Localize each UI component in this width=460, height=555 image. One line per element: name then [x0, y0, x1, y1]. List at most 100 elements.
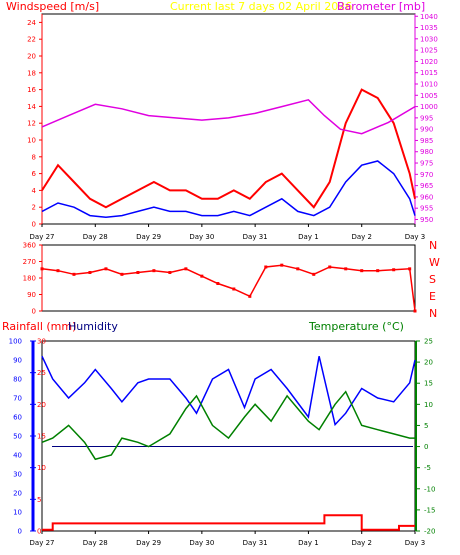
wind-y-tick-label: 14 — [27, 103, 36, 111]
temperature-y-tick-label: -5 — [424, 464, 431, 472]
rain-y-tick-label: 30 — [37, 338, 46, 346]
temperature-y-tick-label: -15 — [424, 506, 435, 514]
barometer-y-tick-label: 970 — [420, 171, 433, 179]
humidity-y-tick-label: 90 — [13, 357, 22, 365]
direction-point — [88, 271, 92, 274]
barometer-y-tick-label: 1025 — [420, 47, 438, 55]
compass-n-bottom: N — [429, 307, 437, 320]
temperature-y-tick-label: 20 — [424, 359, 433, 367]
climate-x-tick-label: Day 31 — [243, 539, 268, 547]
direction-point — [56, 269, 60, 273]
wind-x-tick-label: Day 3 — [405, 233, 426, 241]
rainfall-line — [42, 514, 415, 531]
temperature-y-tick-label: 25 — [424, 338, 433, 346]
climate-series — [41, 355, 416, 531]
wind-y-tick-label: 0 — [32, 221, 36, 229]
direction-point — [72, 272, 76, 276]
temperature-y-tick-label: 5 — [424, 422, 428, 430]
wind-x-tick-label: Day 1 — [298, 233, 319, 241]
rainfall-label: Rainfall (mm) — [2, 320, 76, 333]
wind-y-tick-label: 2 — [32, 204, 36, 212]
wind-y-tick-label: 8 — [32, 153, 36, 161]
humidity-y-tick-label: 40 — [13, 452, 22, 460]
direction-y-tick-label: 270 — [23, 258, 36, 266]
direction-point — [280, 263, 284, 267]
rain-y-tick-label: 25 — [37, 369, 46, 377]
direction-point — [104, 267, 108, 271]
barometer-y-tick-label: 1030 — [420, 35, 438, 43]
barometer-line — [41, 98, 416, 135]
humidity-y-tick-label: 20 — [13, 490, 22, 498]
humidity-y-tick-label: 80 — [13, 376, 22, 384]
wind-y-tick-label: 22 — [27, 36, 36, 44]
windspeed-label: Windspeed [m/s] — [6, 0, 99, 13]
windspeed-average-line — [41, 160, 416, 219]
wind-x-tick-label: Day 31 — [243, 233, 268, 241]
humidity-label: Humidity — [68, 320, 118, 333]
direction-point — [360, 269, 364, 273]
temperature-y-tick-label: 10 — [424, 401, 433, 409]
temperature-label: Temperature (°C) — [308, 320, 404, 333]
climate-x-tick-label: Day 29 — [136, 539, 161, 547]
barometer-y-tick-label: 955 — [420, 205, 433, 213]
barometer-y-tick-label: 1005 — [420, 92, 438, 100]
wind-x-tick-label: Day 2 — [351, 233, 372, 241]
direction-y-tick-label: 0 — [32, 308, 36, 316]
rain-y-tick-label: 10 — [37, 464, 46, 472]
wind-y-tick-label: 20 — [27, 53, 36, 61]
climate-x-tick-label: Day 30 — [189, 539, 214, 547]
wind-x-tick-label: Day 28 — [83, 233, 108, 241]
direction-point — [408, 267, 412, 271]
direction-point — [392, 268, 396, 272]
direction-point — [232, 287, 236, 291]
wind-series — [41, 88, 416, 219]
direction-point — [312, 272, 316, 276]
direction-point — [296, 267, 300, 271]
temperature-y-tick-label: -10 — [424, 485, 435, 493]
humidity-y-tick-label: 100 — [9, 338, 22, 346]
temperature-y-tick-label: 0 — [424, 443, 428, 451]
direction-point — [152, 269, 156, 273]
direction-axis-ticks: 0 90 180 270 360 — [23, 242, 42, 316]
wind-y-tick-label: 4 — [32, 187, 37, 195]
direction-point — [376, 269, 380, 273]
barometer-y-tick-label: 1020 — [420, 58, 438, 66]
current-label: Current last 7 days 02 April 2026 — [170, 0, 352, 13]
direction-point — [413, 309, 417, 313]
direction-point — [136, 271, 140, 274]
direction-point — [264, 265, 268, 269]
rain-y-tick-label: 5 — [37, 496, 41, 504]
barometer-label: Barometer [mb] — [337, 0, 425, 13]
wind-y-tick-label: 16 — [27, 86, 36, 94]
direction-point — [120, 272, 124, 276]
wind-x-tick-label: Day 30 — [189, 233, 214, 241]
climate-x-tick-label: Day 2 — [351, 539, 372, 547]
compass-labels: N W S E N — [429, 239, 440, 320]
temperature-line — [41, 390, 415, 461]
humidity-y-tick-label: 50 — [13, 433, 22, 441]
climate-x-tick-label: Day 28 — [83, 539, 108, 547]
direction-point — [40, 267, 44, 271]
wind-y-tick-label: 12 — [27, 120, 36, 128]
direction-y-tick-label: 360 — [23, 242, 36, 250]
barometer-y-tick-label: 985 — [420, 137, 433, 145]
direction-point — [328, 265, 332, 269]
barometer-y-tick-label: 965 — [420, 182, 433, 190]
humidity-y-tick-label: 70 — [13, 395, 22, 403]
humidity-y-tick-label: 10 — [13, 509, 22, 517]
climate-x-tick-labels: Day 27 Day 28 Day 29 Day 30 Day 31 Day 1 Day 2… — [30, 531, 425, 547]
barometer-y-tick-label: 980 — [420, 148, 433, 156]
compass-n-top: N — [429, 239, 437, 252]
direction-point — [248, 294, 252, 298]
barometer-y-tick-label: 1040 — [420, 13, 438, 21]
barometer-y-tick-label: 960 — [420, 193, 433, 201]
humidity-line — [41, 355, 416, 427]
compass-e: E — [429, 290, 436, 303]
wind-y-tick-label: 24 — [27, 19, 36, 27]
direction-point — [344, 267, 348, 271]
barometer-y-tick-label: 1035 — [420, 24, 438, 32]
wind-x-tick-label: Day 29 — [136, 233, 161, 241]
compass-s: S — [429, 273, 436, 286]
